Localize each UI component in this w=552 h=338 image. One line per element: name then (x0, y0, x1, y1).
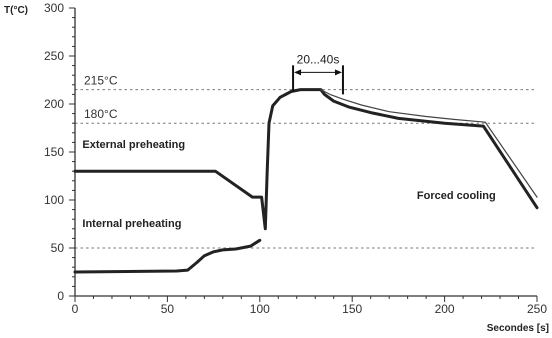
axes (74, 8, 537, 297)
interval-arrowhead-right (334, 69, 342, 76)
x-tick-label: 0 (72, 302, 79, 316)
series-line-3 (320, 89, 538, 198)
series-line-2 (73, 238, 262, 274)
reference-lines: 215°C 180°C (75, 74, 537, 249)
interval-label: 20...40s (297, 52, 340, 66)
x-tick-label: 200 (435, 302, 455, 316)
y-tick-label: 150 (44, 145, 64, 159)
x-tick-label: 250 (527, 302, 547, 316)
x-tick-label: 50 (161, 302, 175, 316)
y-tick-label: 0 (57, 289, 64, 303)
interval-marker: 20...40s (292, 52, 344, 95)
x-ticks: 0 50 100 150 200 250 (72, 296, 547, 316)
y-axis-title: T(°C) (4, 5, 28, 16)
x-tick-label: 150 (342, 302, 362, 316)
series-group (73, 88, 539, 274)
y-tick-label: 200 (44, 97, 64, 111)
y-tick-label: 250 (44, 49, 64, 63)
y-ticks: 0 50 100 150 200 250 300 (44, 1, 75, 303)
annotation-label: Internal preheating (82, 218, 181, 230)
reference-line-label: 215°C (84, 74, 118, 88)
x-axis-title: Secondes [s] (487, 323, 549, 334)
annotations: External preheating Internal preheating Fo… (82, 139, 495, 230)
x-tick-label: 100 (250, 302, 270, 316)
annotation-label: Forced cooling (417, 190, 496, 202)
annotation-label: External preheating (82, 139, 185, 151)
series-line-1 (73, 88, 539, 231)
reference-line-label: 180°C (84, 107, 118, 121)
y-tick-label: 300 (44, 1, 64, 15)
y-tick-label: 100 (44, 193, 64, 207)
interval-arrowhead-left (294, 69, 302, 76)
y-tick-label: 50 (51, 241, 65, 255)
